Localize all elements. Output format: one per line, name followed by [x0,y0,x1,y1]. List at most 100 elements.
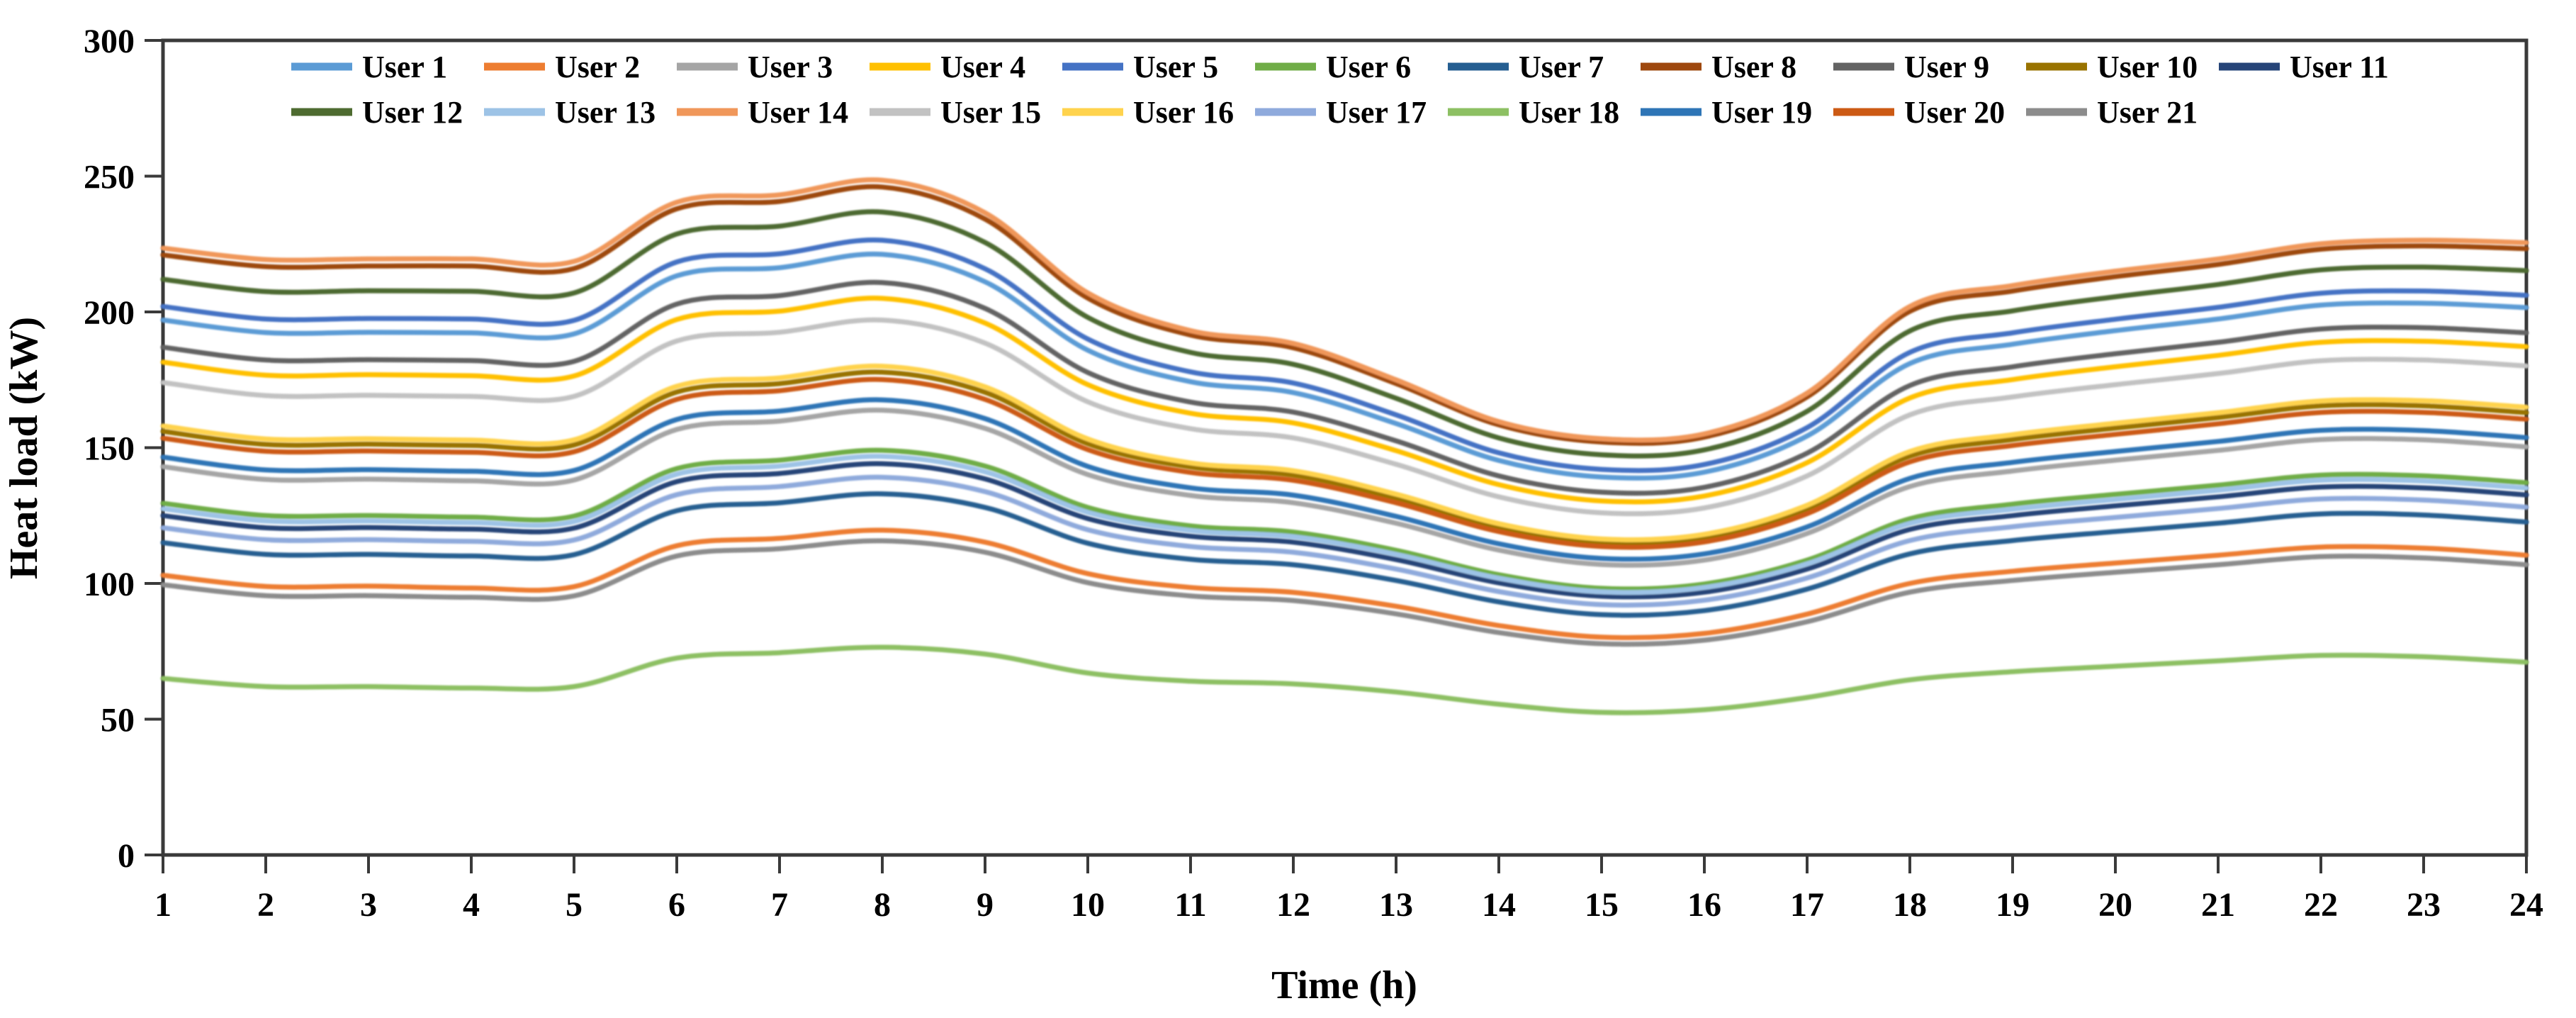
x-tick-label: 7 [771,886,788,924]
x-tick-label: 23 [2407,886,2441,924]
legend-label: User 1 [362,50,447,84]
legend-item-user-21: User 21 [2026,95,2198,130]
y-axis-ticks: 0 50 100 150 200 250 300 [84,23,163,875]
x-tick-label: 9 [977,886,994,924]
legend-item-user-1: User 1 [291,50,447,84]
series-line-user-15 [160,317,2529,517]
x-axis-title: Time (h) [1271,963,1417,1007]
x-tick-label: 3 [360,886,377,924]
legend-item-user-13: User 13 [484,95,656,130]
legend-item-user-16: User 16 [1062,95,1234,130]
series-line-user-9 [160,279,2529,496]
legend-label: User 17 [1326,95,1427,130]
legend-item-user-15: User 15 [870,95,1041,130]
legend-label: User 4 [940,50,1025,84]
legend-label: User 3 [748,50,833,84]
series-line-user-14 [160,177,2529,443]
y-tick-label: 0 [118,837,135,875]
legend-label: User 8 [1711,50,1796,84]
x-tick-label: 17 [1790,886,1824,924]
y-tick-label: 200 [84,294,135,332]
x-tick-label: 10 [1071,886,1105,924]
y-tick-label: 100 [84,566,135,603]
x-tick-label: 14 [1482,886,1516,924]
legend-label: User 9 [1904,50,1989,84]
series-line-user-18 [160,644,2529,715]
legend-label: User 13 [555,95,656,130]
legend-label: User 19 [1711,95,1812,130]
series-line-user-13 [160,454,2529,595]
y-tick-label: 150 [84,430,135,468]
x-tick-label: 8 [874,886,891,924]
series-line-user-7 [160,491,2529,618]
x-tick-label: 2 [257,886,274,924]
legend-item-user-3: User 3 [677,50,833,84]
x-tick-label: 1 [154,886,171,924]
series-line-user-8 [160,184,2529,446]
legend-label: User 5 [1133,50,1218,84]
series-lines [160,177,2529,715]
legend-item-user-7: User 7 [1448,50,1604,84]
series-line-user-19 [160,397,2529,562]
series-line-user-20 [160,376,2529,550]
y-tick-label: 250 [84,159,135,196]
x-tick-label: 16 [1687,886,1721,924]
y-tick-label: 50 [101,702,135,739]
legend-label: User 21 [2097,95,2198,130]
x-tick-label: 21 [2201,886,2235,924]
legend-item-user-20: User 20 [1833,95,2005,130]
legend-item-user-6: User 6 [1255,50,1411,84]
y-tick-label: 300 [84,23,135,60]
x-tick-label: 15 [1585,886,1619,924]
legend-label: User 11 [2290,50,2389,84]
series-line-user-17 [160,474,2529,608]
legend-label: User 20 [1904,95,2005,130]
x-tick-label: 20 [2098,886,2132,924]
x-tick-label: 4 [463,886,480,924]
series-line-user-11 [160,461,2529,600]
legend-item-user-18: User 18 [1448,95,1619,130]
series-line-user-12 [160,209,2529,459]
x-axis-ticks: 1 2 3 4 5 6 7 8 9 10 11 12 13 14 15 16 17 18 19 20 21 22 23 24 [154,855,2543,924]
x-tick-label: 18 [1893,886,1927,924]
series-line-user-5 [160,237,2529,474]
legend-label: User 18 [1519,95,1619,130]
series-line-user-1 [160,251,2529,481]
x-tick-label: 13 [1379,886,1413,924]
legend-label: User 12 [362,95,463,130]
legend-item-user-19: User 19 [1641,95,1812,130]
x-tick-label: 11 [1174,886,1206,924]
x-tick-label: 5 [566,886,583,924]
series-line-user-4 [160,296,2529,505]
legend: User 1 User 2 User 3 User 4 User 5 User 6 User… [291,50,2389,130]
series-line-user-21 [160,538,2529,647]
series-line-user-2 [160,527,2529,641]
legend-label: User 10 [2097,50,2198,84]
legend-item-user-8: User 8 [1641,50,1796,84]
legend-label: User 6 [1326,50,1411,84]
legend-item-user-4: User 4 [870,50,1025,84]
legend-label: User 2 [555,50,640,84]
series-line-user-6 [160,447,2529,592]
series-line-user-3 [160,407,2529,568]
legend-item-user-11: User 11 [2219,50,2389,84]
legend-item-user-5: User 5 [1062,50,1218,84]
x-tick-label: 22 [2304,886,2338,924]
legend-label: User 14 [748,95,848,130]
legend-item-user-12: User 12 [291,95,463,130]
x-tick-label: 24 [2509,886,2543,924]
legend-label: User 7 [1519,50,1604,84]
series-line-user-16 [160,363,2529,542]
legend-item-user-9: User 9 [1833,50,1989,84]
legend-item-user-10: User 10 [2026,50,2198,84]
series-line-user-10 [160,369,2529,546]
legend-label: User 15 [940,95,1041,130]
y-axis-title: Heat load (kW) [2,317,46,579]
legend-label: User 16 [1133,95,1234,130]
x-tick-label: 6 [668,886,685,924]
legend-item-user-2: User 2 [484,50,640,84]
x-tick-label: 12 [1276,886,1310,924]
legend-item-user-17: User 17 [1255,95,1427,130]
